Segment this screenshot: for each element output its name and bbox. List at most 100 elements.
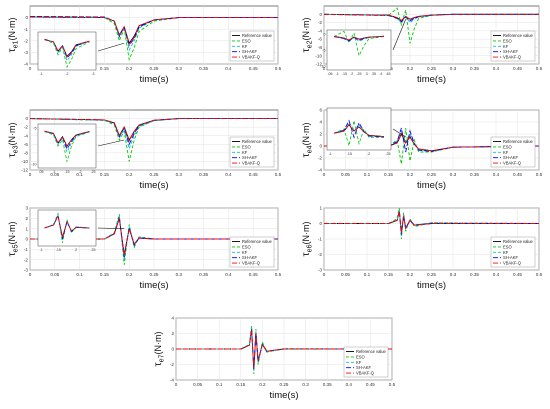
y-axis-label-symbol: τ	[300, 47, 312, 52]
inset-x-tick-label: .2	[66, 72, 69, 76]
y-tick-label: -1	[24, 27, 29, 32]
inset-pointer-arrow	[392, 19, 406, 51]
x-tick-label: 0.15	[100, 172, 109, 177]
y-tick-label: -2	[318, 252, 323, 257]
x-tick-label: 0.1	[216, 382, 223, 387]
x-tick-label: 0.1	[76, 272, 83, 277]
y-tick-label: -3	[318, 268, 323, 273]
x-tick-label: 0.2	[126, 272, 133, 277]
x-axis-label: time(s)	[269, 390, 298, 401]
y-axis-label: τe4(N·m)	[300, 123, 314, 158]
x-tick-label: 0	[323, 272, 326, 277]
y-axis-label: τe5(N·m)	[6, 222, 20, 257]
legend-entry: ESO	[242, 144, 251, 149]
y-tick-label: 0	[25, 15, 28, 20]
inset-x-tick-label: .15	[56, 248, 61, 252]
legend-entry: KF	[242, 44, 248, 49]
series-line-eso	[324, 127, 540, 165]
inset-x-tick-label: .25	[357, 72, 362, 76]
x-tick-label: 0.15	[384, 272, 393, 277]
legend-box	[229, 136, 275, 168]
subplot-e1: 00.050.10.150.20.250.30.350.40.450.50-1-…	[6, 5, 282, 85]
legend-entry: KF	[242, 250, 248, 255]
subplot-e6: 0 0.05 0.1 0.15 0.2 0.25 0.3 0.35 0.4 0.45 0.5 1 0 -1…	[300, 206, 543, 291]
x-axis-label: time(s)	[139, 74, 168, 85]
inset-x-tick-label: .25	[386, 152, 391, 156]
y-axis-label-subscript: e7	[159, 354, 166, 362]
inset-y-tick-label: 0	[324, 32, 326, 36]
x-tick-label: 0.35	[323, 382, 332, 387]
x-tick-label: 0.45	[513, 66, 522, 71]
x-tick-label: 0.1	[76, 172, 83, 177]
inset-x-tick-label: .3	[365, 72, 368, 76]
x-tick-label: 0.25	[427, 272, 436, 277]
inset-series-line	[333, 122, 385, 138]
y-tick-label: -3	[24, 50, 29, 55]
series-line-sh-akf	[324, 127, 540, 153]
inset-x-tick-label: .1	[329, 152, 332, 156]
legend-entry: ESO	[503, 38, 512, 43]
y-axis-label-subscript: e5	[13, 244, 20, 252]
x-tick-label: 0.35	[470, 272, 479, 277]
x-tick-label: 0.05	[193, 382, 202, 387]
inset-x-tick-label: .15	[347, 152, 352, 156]
y-tick-label: -2	[24, 125, 29, 130]
inset-series-line	[44, 39, 90, 69]
subplot-e4: 0 0.05 0.1 0.15 0.2 0.25 0.3 0.35 0.4 0.45 0.56420…	[300, 108, 543, 191]
legend-entry: Reference value	[503, 239, 534, 244]
legend-entry: KF	[242, 150, 248, 155]
y-axis-label-subscript: e1	[13, 40, 20, 48]
series-line-eso	[324, 207, 540, 240]
inset-y-tick-label: -10	[320, 64, 325, 68]
inset-pointer-arrow	[97, 227, 125, 229]
y-tick-label: 6	[319, 108, 322, 113]
legend-entry: SH-AKF	[503, 155, 519, 160]
legend-entry: VBAKF-Q	[503, 261, 521, 266]
inset-x-tick-label: .45	[386, 72, 391, 76]
y-axis-label: τe6(N·m)	[300, 222, 314, 257]
y-tick-label: 4	[171, 316, 174, 321]
inset-x-tick-label: .05	[328, 72, 333, 76]
y-axis-label-unit: (N·m)	[7, 123, 17, 146]
x-tick-label: 0.2	[407, 66, 414, 71]
legend-entry: SH-AKF	[242, 155, 258, 160]
legend-entry: ESO	[242, 38, 251, 43]
legend-entry: Reference value	[242, 239, 273, 244]
inset-x-tick-label: .2	[74, 248, 77, 252]
x-tick-label: 0.25	[150, 172, 159, 177]
x-tick-label: 0.35	[199, 272, 208, 277]
inset-x-tick-label: .1	[40, 72, 43, 76]
x-tick-label: 0.45	[249, 272, 258, 277]
x-axis-label: time(s)	[417, 74, 446, 85]
x-tick-label: 0.45	[513, 272, 522, 277]
legend-entry: Reference value	[242, 33, 273, 38]
x-tick-label: 0.2	[407, 272, 414, 277]
y-tick-label: -4	[170, 378, 175, 383]
inset-x-tick-label: .1	[53, 170, 56, 174]
x-tick-label: 0.25	[427, 172, 436, 177]
y-tick-label: -6	[24, 142, 29, 147]
legend-entry: SH-AKF	[242, 255, 258, 260]
legend-entry: KF	[503, 44, 509, 49]
y-axis-label-subscript: e4	[307, 145, 314, 153]
x-tick-label: 0.05	[341, 272, 350, 277]
x-tick-label: 0.3	[450, 272, 457, 277]
y-axis-label-symbol: τ	[300, 251, 312, 256]
x-tick-label: 0.2	[126, 66, 133, 71]
y-tick-label: 3	[25, 206, 28, 211]
legend-entry: SH-AKF	[356, 365, 372, 370]
series-line-eso	[29, 16, 278, 61]
y-axis-label-unit: (N·m)	[153, 332, 163, 355]
x-tick-label: 0.1	[364, 172, 371, 177]
legend-entry: KF	[503, 250, 509, 255]
x-tick-label: 0.35	[470, 172, 479, 177]
legend-entry: ESO	[356, 354, 365, 359]
x-tick-label: 0.3	[176, 172, 183, 177]
x-axis-label: time(s)	[139, 280, 168, 291]
y-axis-label-symbol: τ	[300, 152, 312, 157]
x-tick-label: 0.15	[100, 66, 109, 71]
x-tick-label: 0.25	[150, 66, 159, 71]
inset-x-tick-label: .35	[371, 72, 376, 76]
legend-entry: Reference value	[242, 139, 273, 144]
